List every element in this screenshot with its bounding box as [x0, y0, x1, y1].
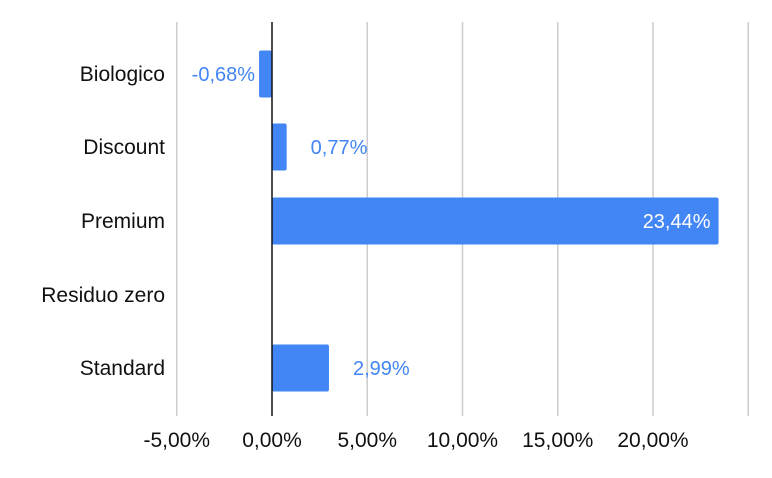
category-label: Discount — [83, 136, 165, 159]
category-label: Biologico — [80, 63, 165, 86]
data-label: 23,44% — [643, 211, 711, 233]
bar — [272, 197, 719, 245]
category-labels: Biologico Discount Premium Residuo zero Stan… — [41, 63, 165, 380]
data-label: -0,68% — [192, 64, 256, 86]
bar — [272, 123, 287, 171]
bars — [259, 50, 719, 392]
category-label: Premium — [81, 210, 165, 233]
x-tick-label: 20,00% — [617, 429, 688, 452]
bar — [259, 50, 272, 98]
category-label: Standard — [80, 357, 165, 380]
x-tick-label: 15,00% — [522, 429, 593, 452]
bar — [272, 344, 329, 392]
data-label: 2,99% — [353, 358, 410, 380]
data-label: 0,77% — [311, 137, 368, 159]
x-axis-tick-labels: -5,00% 0,00% 5,00% 10,00% 15,00% 20,00% — [143, 429, 688, 452]
x-tick-label: 0,00% — [242, 429, 302, 452]
x-tick-label: 5,00% — [337, 429, 397, 452]
x-tick-label: 10,00% — [427, 429, 498, 452]
x-tick-label: -5,00% — [143, 429, 210, 452]
data-labels: -0,68% 0,77% 23,44% 2,99% — [192, 64, 711, 380]
category-label: Residuo zero — [41, 284, 165, 307]
